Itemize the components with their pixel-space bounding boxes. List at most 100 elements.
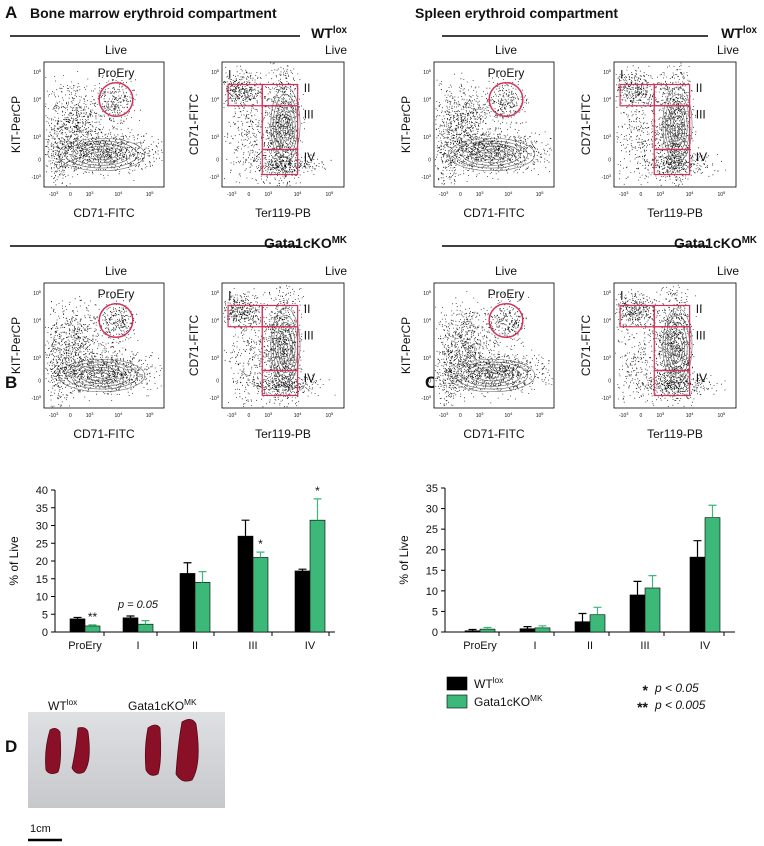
- flow-tick: 104: [294, 190, 303, 199]
- flow-tick: 104: [505, 190, 514, 199]
- spleen: [45, 728, 62, 774]
- flow-tick: -103: [32, 173, 42, 182]
- flow-tick: 0: [216, 379, 219, 385]
- flow-tick-base: 10: [294, 413, 300, 419]
- flow-tick-base: 0: [459, 192, 462, 198]
- flow-tick-base: -10: [32, 396, 39, 402]
- flow-tick-sup: 5: [429, 68, 432, 73]
- bar: [179, 573, 196, 633]
- flow-tick: -103: [210, 394, 220, 403]
- axis-label: CD71-FITC: [463, 206, 525, 220]
- contour: [674, 344, 681, 358]
- flow-tick: 105: [325, 411, 334, 420]
- genotype-label-sup: MK: [332, 235, 347, 246]
- flow-tick-base: 10: [603, 98, 609, 104]
- flow-tick: 0: [639, 192, 642, 198]
- flow-tick-sup: 5: [331, 190, 334, 195]
- flow-tick-sup: 3: [429, 173, 432, 178]
- flow-tick: 0: [428, 158, 431, 164]
- flow-tick-sup: 4: [429, 316, 432, 321]
- flow-tick: -103: [619, 190, 629, 199]
- flow-tick: 103: [86, 411, 95, 420]
- significance-marker: **: [637, 699, 648, 715]
- flow-tick-sup: 5: [217, 68, 220, 73]
- x-tick-label: III: [248, 640, 257, 652]
- bar: [69, 618, 86, 633]
- flow-tick: 103: [476, 411, 485, 420]
- flow-tick: 103: [656, 411, 665, 420]
- y-axis-label: % of Live: [397, 535, 411, 585]
- flow-tick-sup: 3: [39, 354, 42, 359]
- axis-label: KIT-PerCP: [399, 317, 413, 374]
- flow-tick: 105: [717, 190, 726, 199]
- x-tick-label: I: [533, 640, 536, 652]
- annotation: p = 0.05: [117, 599, 159, 611]
- genotype-label-sup: lox: [333, 25, 348, 36]
- error-bar: [183, 562, 192, 574]
- genotype-label-base: WT: [721, 25, 743, 41]
- flow-tick: 104: [603, 316, 612, 325]
- gate-label: IV: [696, 371, 707, 385]
- flow-tick-base: 0: [247, 413, 250, 419]
- contour: [469, 146, 514, 163]
- contour: [455, 361, 528, 390]
- flow-tick-sup: 4: [299, 190, 302, 195]
- y-tick-label: 5: [42, 609, 48, 621]
- flow-tick-base: -10: [439, 192, 446, 198]
- gate-parent: Live: [495, 43, 517, 57]
- flow-tick-sup: 3: [626, 411, 629, 416]
- error-bar: [198, 571, 207, 583]
- flow-tick-sup: 4: [429, 95, 432, 100]
- panel-label: D: [5, 737, 17, 756]
- contour: [270, 86, 301, 163]
- flow-tick: -103: [49, 411, 59, 420]
- flow-tick-sup: 4: [39, 95, 42, 100]
- flow-tick-base: 10: [211, 319, 217, 325]
- flow-tick-sup: 3: [217, 354, 220, 359]
- flow-tick: 104: [603, 95, 612, 104]
- error-bar: [648, 575, 657, 588]
- gate: [98, 81, 134, 118]
- bar: [122, 617, 139, 633]
- gate-parent: Live: [325, 264, 347, 278]
- contour: [455, 140, 528, 169]
- axis-label: CD71-FITC: [579, 94, 593, 156]
- flow-tick-sup: 5: [151, 190, 154, 195]
- flow-tick: 105: [325, 190, 334, 199]
- flow-tick: -103: [422, 173, 432, 182]
- error-bar: [141, 620, 150, 625]
- bar: [309, 519, 326, 633]
- flow-tick-base: 10: [211, 291, 217, 297]
- flow-tick-base: 10: [325, 192, 331, 198]
- plot-frame: [613, 61, 737, 188]
- section-title: Bone marrow erythroid compartment: [30, 5, 277, 21]
- error-bar: [73, 616, 82, 619]
- legend-label-base: Gata1cKO: [474, 695, 530, 709]
- contour: [72, 364, 131, 387]
- y-axis-label: % of Live: [7, 536, 21, 586]
- flow-tick-base: 10: [476, 192, 482, 198]
- contour: [484, 151, 500, 158]
- contour: [662, 307, 693, 384]
- genotype-label: WTlox: [721, 25, 757, 42]
- flow-tick-base: 10: [536, 192, 542, 198]
- flow-tick: 103: [33, 354, 42, 363]
- bar: [519, 628, 536, 633]
- flow-tick-sup: 3: [91, 190, 94, 195]
- flow-tick: 104: [115, 190, 124, 199]
- y-tick-label: 25: [426, 524, 438, 536]
- flow-tick-base: -10: [422, 396, 429, 402]
- flow-tick-sup: 4: [510, 411, 513, 416]
- flow-tick: 104: [686, 411, 695, 420]
- bar: [574, 621, 591, 633]
- significance-mark: *: [315, 484, 320, 498]
- flow-tick: 104: [211, 95, 220, 104]
- flow-tick-base: 10: [603, 70, 609, 76]
- gate-label: III: [304, 328, 314, 342]
- flow-tick: -103: [210, 173, 220, 182]
- flow-tick-sup: 5: [723, 190, 726, 195]
- y-tick-label: 40: [36, 485, 48, 497]
- x-tick-label: ProEry: [463, 640, 497, 652]
- flow-tick: 104: [686, 190, 695, 199]
- legend-label-sup: MK: [530, 693, 543, 703]
